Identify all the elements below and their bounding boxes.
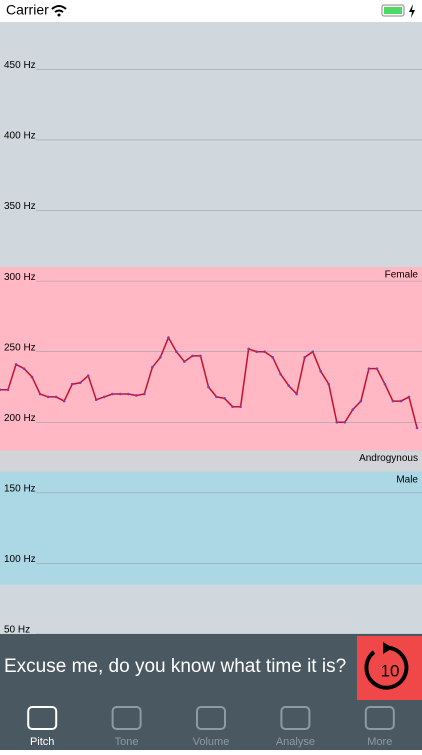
y-tick-label: 200 Hz bbox=[4, 413, 36, 424]
tab-label: Tone bbox=[115, 736, 139, 748]
replay-arc bbox=[364, 646, 409, 690]
pitch-point bbox=[110, 392, 114, 396]
prompt-text: Excuse me, do you know what time it is? bbox=[4, 656, 346, 677]
pitch-point bbox=[231, 405, 234, 409]
pitch-point bbox=[46, 395, 50, 399]
band-label: Female bbox=[385, 270, 419, 281]
pitch-point bbox=[215, 395, 218, 399]
band bbox=[0, 450, 422, 472]
pitch-point bbox=[383, 382, 387, 386]
pitch-point bbox=[159, 356, 162, 359]
pitch-point bbox=[319, 370, 323, 373]
pitch-point bbox=[207, 385, 210, 389]
pitch-point bbox=[407, 395, 411, 399]
y-tick-label: 400 Hz bbox=[4, 131, 36, 142]
battery bbox=[381, 4, 405, 17]
tab-icon bbox=[27, 706, 58, 730]
pitch-point bbox=[295, 392, 299, 396]
pitch-point bbox=[335, 420, 339, 424]
pitch-point bbox=[127, 392, 130, 396]
tabs: Pitch Tone Volume Analyse More bbox=[27, 706, 395, 748]
battery-level bbox=[384, 7, 402, 14]
pitch-point bbox=[70, 382, 74, 386]
pitch-point bbox=[415, 426, 419, 430]
wifi-dot bbox=[57, 13, 61, 17]
tab-icon bbox=[364, 706, 395, 730]
tab-label: Pitch bbox=[30, 736, 54, 748]
pitch-point bbox=[143, 392, 146, 396]
pitch-point bbox=[62, 399, 66, 403]
status-bar bbox=[0, 0, 422, 22]
wifi-icon bbox=[51, 5, 67, 13]
prompt-bar bbox=[0, 634, 422, 700]
band-label: Male bbox=[396, 474, 418, 485]
pitch-point bbox=[78, 381, 82, 385]
tab-bar bbox=[0, 700, 422, 750]
pitch-point bbox=[359, 399, 363, 403]
pitch-point bbox=[86, 374, 90, 377]
tab-icon bbox=[280, 706, 311, 730]
y-tick-label: 50 Hz bbox=[4, 625, 30, 636]
pitch-point bbox=[102, 395, 106, 399]
y-tick-label: 300 Hz bbox=[4, 272, 36, 283]
tab-icon bbox=[196, 706, 226, 730]
y-tick-label: 350 Hz bbox=[4, 201, 36, 212]
pitch-point bbox=[175, 350, 178, 354]
pitch-point bbox=[151, 365, 154, 369]
pitch-point bbox=[6, 388, 10, 392]
pitch-point bbox=[375, 367, 379, 370]
charging-icon bbox=[409, 4, 415, 18]
replay-arrow bbox=[383, 642, 393, 654]
pitch-point bbox=[343, 420, 347, 424]
pitch-point bbox=[351, 408, 355, 411]
y-tick-label: 150 Hz bbox=[4, 483, 36, 494]
tab-label: Analyse bbox=[276, 736, 315, 748]
pitch-point bbox=[399, 399, 403, 403]
pitch-point bbox=[0, 388, 2, 392]
pitch-point bbox=[167, 336, 170, 339]
tab-label: Volume bbox=[193, 736, 230, 748]
countdown: 10 bbox=[381, 661, 400, 680]
carrier: Carrier bbox=[6, 2, 49, 18]
tab-icon bbox=[111, 706, 142, 730]
pitch-point bbox=[247, 347, 250, 351]
pitch-point bbox=[22, 367, 26, 370]
pitch-point bbox=[94, 398, 98, 401]
pitch-point bbox=[255, 350, 258, 354]
pitch-point bbox=[263, 350, 266, 354]
pitch-point bbox=[223, 396, 226, 400]
pitch-point bbox=[38, 392, 42, 396]
band bbox=[0, 471, 422, 585]
pitch-point bbox=[287, 384, 290, 387]
pitch-point bbox=[183, 360, 186, 363]
tab-label: More bbox=[367, 736, 392, 748]
pitch-point bbox=[271, 356, 274, 359]
pitch-point bbox=[239, 405, 242, 409]
band bbox=[0, 267, 422, 451]
pitch-point bbox=[30, 375, 34, 379]
pitch-point bbox=[327, 382, 331, 386]
pitch-point bbox=[367, 367, 371, 370]
y-tick-label: 100 Hz bbox=[4, 554, 36, 565]
band-label: Androgynous bbox=[359, 453, 418, 464]
pitch-point bbox=[303, 356, 307, 359]
pitch-point bbox=[199, 354, 202, 358]
pitch-point bbox=[54, 395, 58, 399]
pitch-point bbox=[279, 372, 282, 376]
pitch-point bbox=[118, 392, 122, 396]
pitch-chart: Female Androgynous Male 50 Hz 100 Hz 150 Hz 20… bbox=[0, 60, 422, 636]
pitch-point bbox=[391, 399, 395, 403]
pitch-point bbox=[191, 354, 194, 358]
pitch-point bbox=[311, 350, 315, 354]
pitch-point bbox=[135, 394, 138, 397]
pitch-point bbox=[14, 363, 18, 366]
y-tick-label: 450 Hz bbox=[4, 60, 36, 71]
y-tick-label: 250 Hz bbox=[4, 342, 36, 353]
